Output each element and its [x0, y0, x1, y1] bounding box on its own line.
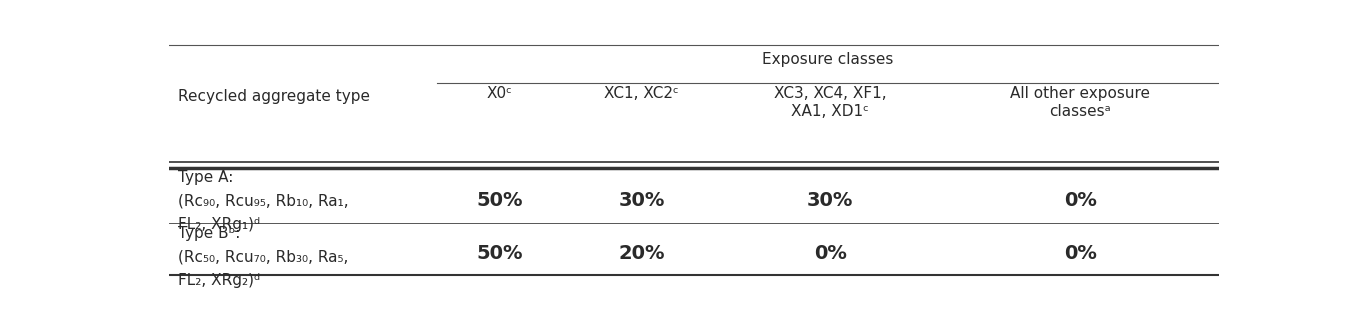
- Text: Type A:: Type A:: [177, 170, 233, 185]
- Text: XC3, XC4, XF1,
XA1, XD1ᶜ: XC3, XC4, XF1, XA1, XD1ᶜ: [774, 86, 887, 119]
- Text: 0%: 0%: [1064, 244, 1097, 263]
- Text: FL₂, XRg₁)ᵈ: FL₂, XRg₁)ᵈ: [177, 217, 260, 232]
- Text: (Rc₉₀, Rcu₉₅, Rb₁₀, Ra₁,: (Rc₉₀, Rcu₉₅, Rb₁₀, Ra₁,: [177, 194, 348, 209]
- Text: All other exposure
classesᵃ: All other exposure classesᵃ: [1010, 86, 1150, 119]
- Text: 50%: 50%: [477, 244, 523, 263]
- Text: Recycled aggregate type: Recycled aggregate type: [177, 89, 370, 104]
- Text: 50%: 50%: [477, 191, 523, 210]
- Text: 30%: 30%: [807, 191, 853, 210]
- Text: 30%: 30%: [619, 191, 665, 210]
- Text: X0ᶜ: X0ᶜ: [487, 86, 513, 101]
- Text: FL₂, XRg₂)ᵈ: FL₂, XRg₂)ᵈ: [177, 273, 260, 288]
- Text: (Rc₅₀, Rcu₇₀, Rb₃₀, Ra₅,: (Rc₅₀, Rcu₇₀, Rb₃₀, Ra₅,: [177, 249, 348, 265]
- Text: Exposure classes: Exposure classes: [762, 52, 894, 67]
- Text: XC1, XC2ᶜ: XC1, XC2ᶜ: [604, 86, 678, 101]
- Text: 0%: 0%: [814, 244, 846, 263]
- Text: 0%: 0%: [1064, 191, 1097, 210]
- Text: 20%: 20%: [619, 244, 665, 263]
- Text: Type Bᵇ:: Type Bᵇ:: [177, 226, 240, 241]
